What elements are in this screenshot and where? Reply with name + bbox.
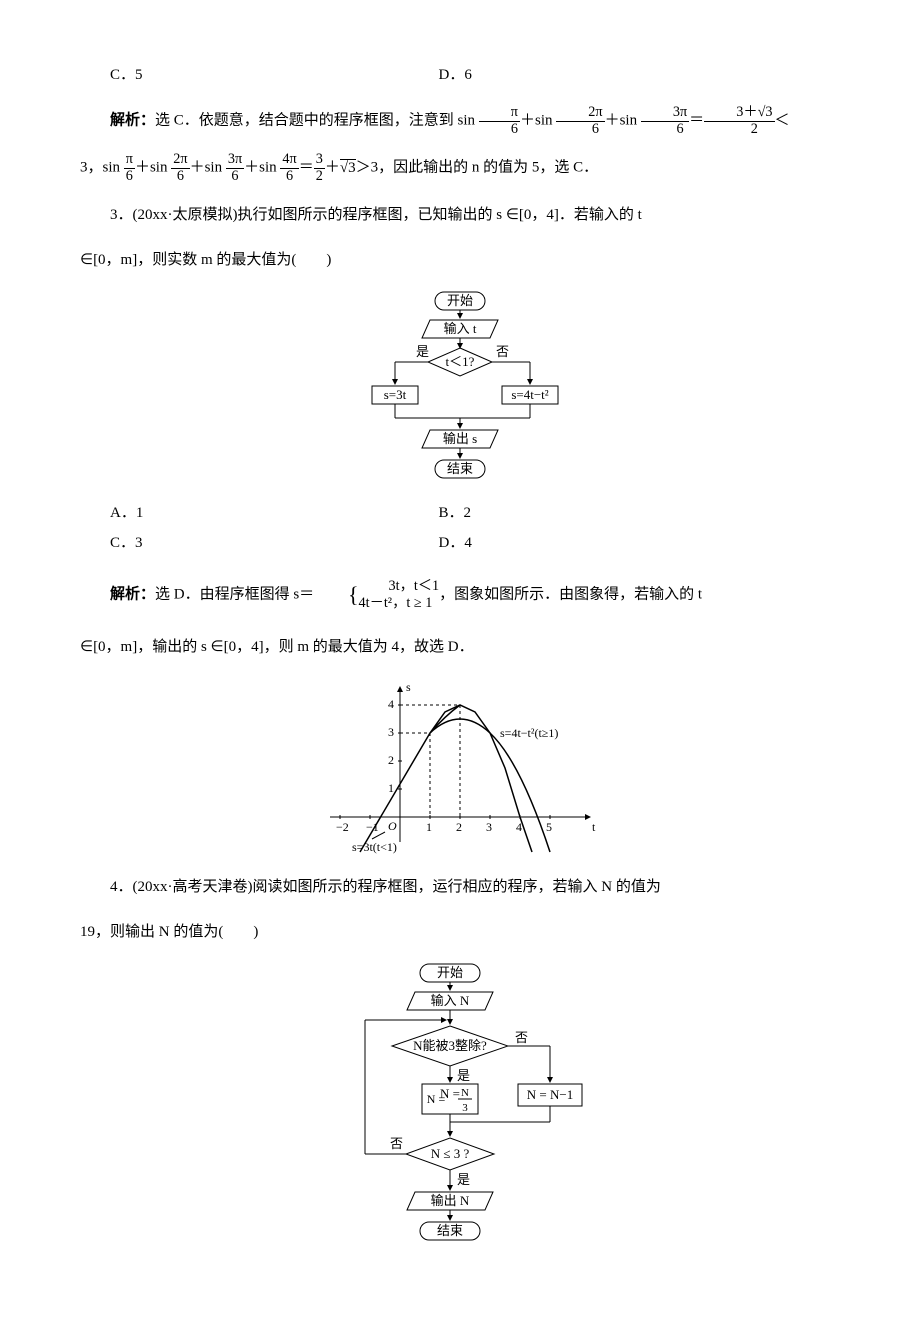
option-c: C．3	[110, 528, 439, 558]
option-d: D．4	[439, 528, 768, 558]
flow1-cond: t＜1?	[446, 354, 475, 369]
label-explain2: 解析：	[110, 586, 155, 602]
svg-text:开始: 开始	[437, 965, 463, 980]
option-b: B．2	[439, 498, 768, 528]
q3-explanation-2: ∈[0，m]，输出的 s ∈[0，4]，则 m 的最大值为 4，故选 D．	[80, 632, 840, 662]
graph-q3: s t O 1 2 3 4 −1 −2 1 2 3 4 5 s=4t−t²(t≥…	[310, 677, 610, 857]
flow1-end: 结束	[447, 461, 473, 476]
svg-text:1: 1	[426, 820, 432, 834]
svg-text:t: t	[592, 820, 596, 834]
svg-text:否: 否	[390, 1136, 403, 1151]
q2-options: C．5 D．6	[110, 60, 840, 90]
q3-stem-2: ∈[0，m]，则实数 m 的最大值为( )	[80, 245, 840, 275]
svg-text:4: 4	[388, 697, 394, 711]
q3-explanation: 解析：选 D．由程序框图得 s＝ { 3t，t＜1 4t－t²，t ≥ 1 ，图…	[80, 573, 840, 617]
option-c: C．5	[110, 60, 439, 90]
q3-options-row1: A．1 B．2	[110, 498, 840, 528]
svg-text:3: 3	[462, 1102, 468, 1114]
q2-explanation-line1: 解析：选 C．依题意，结合题中的程序框图，注意到 sin π6＋sin 2π6＋…	[80, 105, 840, 137]
svg-text:N能被3整除?: N能被3整除?	[413, 1038, 487, 1053]
svg-text:2: 2	[388, 753, 394, 767]
q3-options-row2: C．3 D．4	[110, 528, 840, 558]
flow1-out: 输出 s	[443, 431, 477, 446]
svg-text:2: 2	[456, 820, 462, 834]
svg-text:结束: 结束	[437, 1223, 463, 1238]
q3-stem-1: 3．(20xx·太原模拟)执行如图所示的程序框图，已知输出的 s ∈[0，4]．…	[80, 200, 840, 230]
flow1-left: s=3t	[384, 387, 407, 402]
flow1-start: 开始	[447, 293, 473, 308]
svg-text:5: 5	[546, 820, 552, 834]
flow1-input: 输入 t	[444, 321, 477, 336]
svg-text:1: 1	[388, 781, 394, 795]
svg-text:−2: −2	[336, 820, 349, 834]
q4-stem-2: 19，则输出 N 的值为( )	[80, 917, 840, 947]
svg-text:输入 N: 输入 N	[431, 993, 470, 1008]
svg-text:3: 3	[486, 820, 492, 834]
svg-text:s=4t−t²(t≥1): s=4t−t²(t≥1)	[500, 726, 558, 740]
flow1-right: s=4t−t²	[511, 387, 548, 402]
option-d: D．6	[439, 60, 768, 90]
q2-explanation-line2: 3，sin π6＋sin 2π6＋sin 3π6＋sin 4π6＝32＋√3＞3…	[80, 152, 840, 184]
svg-text:N = N−1: N = N−1	[527, 1087, 573, 1102]
flow1-yes: 是	[416, 344, 429, 359]
svg-text:是: 是	[457, 1172, 470, 1187]
svg-text:O: O	[388, 819, 397, 833]
option-a: A．1	[110, 498, 439, 528]
svg-text:3: 3	[388, 725, 394, 739]
svg-text:是: 是	[457, 1068, 470, 1083]
svg-text:输出 N: 输出 N	[431, 1193, 470, 1208]
svg-text:s=3t(t<1): s=3t(t<1)	[352, 840, 397, 854]
svg-text:N ≤ 3 ?: N ≤ 3 ?	[431, 1146, 470, 1161]
flowchart-q3: 开始 输入 t t＜1? 是 否 s=3t s=4t−t² 输出 s 结束	[330, 290, 590, 490]
svg-text:N =: N =	[427, 1092, 446, 1106]
svg-text:N: N	[461, 1087, 469, 1099]
svg-text:s: s	[406, 680, 411, 694]
label-explain: 解析：	[110, 113, 155, 129]
flowchart-q4: 开始 输入 N N能被3整除? 否 是 N = N 3 N = N = N−1 …	[310, 962, 610, 1262]
q4-stem-1: 4．(20xx·高考天津卷)阅读如图所示的程序框图，运行相应的程序，若输入 N …	[80, 872, 840, 902]
flow1-no: 否	[496, 344, 509, 359]
svg-text:否: 否	[515, 1030, 528, 1045]
